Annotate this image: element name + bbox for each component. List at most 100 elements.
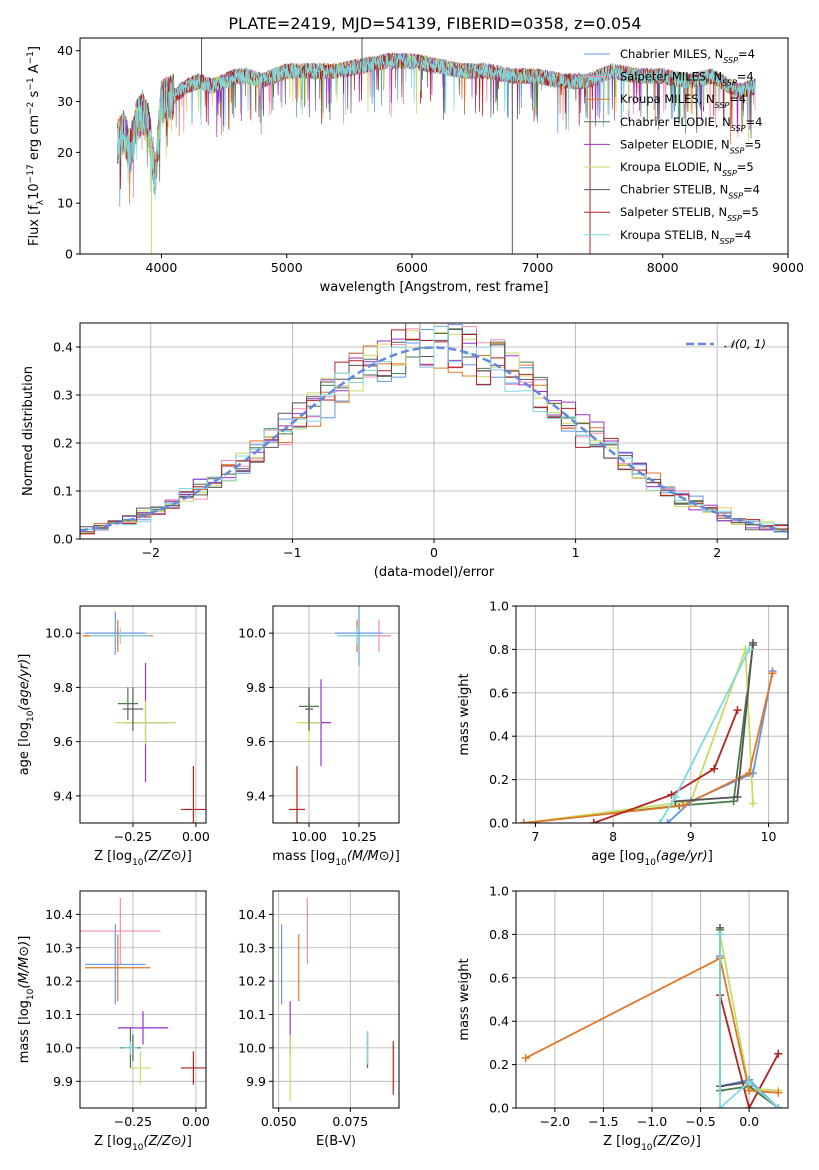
y-tick-label: 10.4 — [45, 907, 73, 922]
y-tick-label: 10.1 — [238, 1007, 266, 1022]
y-tick-label: 9.9 — [246, 1074, 266, 1089]
x-tick-label: 10.00 — [291, 829, 327, 844]
panel-mass-vs-EBV: 0.050 0.075 9.9 10.0 10.1 10.2 10.3 10.4 E(B-V) — [238, 890, 400, 1149]
panel-weight-vs-Z: −2.0 −1.5 −1.0 −0.5 0.0 0.0 0.2 0.4 0.6 0.8 1.0 Z [… — [457, 884, 789, 1153]
y-tick-label: 10.3 — [238, 940, 266, 955]
weight-series — [719, 934, 779, 1108]
legend-label: Salpeter MILES, NSSP=4 — [620, 70, 754, 88]
x-tick-label: −2 — [142, 545, 160, 560]
x-tick-label: 8000 — [647, 260, 679, 275]
y-tick-label: 9.6 — [53, 734, 73, 749]
plot-frame — [79, 37, 789, 255]
x-tick-label: 1 — [572, 545, 580, 560]
y-axis-label: Flux [fλ10−17 erg cm−2 s−1 A−1] — [26, 46, 46, 246]
weight-series — [525, 956, 779, 1094]
y-tick-label: 10 — [57, 196, 73, 211]
plot-body — [80, 323, 788, 539]
y-tick-label: 0.6 — [489, 970, 509, 985]
weight-series — [523, 649, 754, 823]
x-tick-label: 7000 — [521, 260, 553, 275]
panel-age-vs-Z: −0.25 0.00 9.4 9.6 9.8 10.0 Z [log10(Z/Z⊙)] age… — [17, 605, 210, 868]
x-tick-label: −1.5 — [588, 1114, 618, 1129]
y-tick-label: 10.3 — [45, 940, 73, 955]
x-axis-label: mass [log10(M/M⊙)] — [272, 849, 400, 868]
y-axis-label: Normed distribution — [21, 366, 36, 496]
y-tick-label: 1.0 — [489, 599, 509, 614]
weight-marker — [774, 1104, 783, 1108]
y-tick-label: 0.8 — [489, 927, 509, 942]
plot-body — [117, 38, 756, 254]
weight-marker — [671, 792, 680, 801]
weight-marker — [733, 706, 742, 715]
plot-frame — [272, 605, 400, 824]
x-tick-label: 4000 — [146, 260, 178, 275]
weight-marker — [774, 1049, 783, 1058]
weight-marker — [768, 669, 777, 678]
plot-area — [80, 606, 206, 823]
legend-label: Chabrier MILES, NSSP=4 — [620, 47, 755, 65]
x-axis-label: Z [log10(Z/Z⊙)] — [94, 1134, 192, 1153]
x-tick-label: −0.25 — [114, 829, 152, 844]
plot-frame — [79, 890, 207, 1109]
plot-body — [516, 606, 788, 823]
y-tick-label: 9.8 — [53, 680, 73, 695]
weight-marker — [710, 764, 719, 773]
y-tick-label: 20 — [57, 145, 73, 160]
y-tick-label: 0.6 — [489, 685, 509, 700]
y-tick-label: 1.0 — [489, 884, 509, 899]
x-tick-label: 2 — [713, 545, 721, 560]
weight-series — [593, 709, 739, 823]
plot-frame — [272, 890, 400, 1109]
x-tick-label: 7 — [531, 829, 539, 844]
weight-marker — [745, 645, 754, 654]
plot-body — [80, 606, 206, 823]
y-tick-label: 10.0 — [238, 1040, 266, 1055]
weight-marker — [663, 819, 672, 823]
plot-area — [273, 606, 399, 823]
plot-frame — [79, 605, 207, 824]
x-axis-label: age [log10(age/yr)] — [591, 849, 713, 868]
y-tick-label: 30 — [57, 94, 73, 109]
x-tick-label: 0.075 — [332, 1114, 368, 1129]
legend-label: Kroupa STELIB, NSSP=4 — [620, 228, 751, 246]
plot-area — [516, 606, 788, 823]
y-tick-label: 9.4 — [246, 788, 266, 803]
plot-layer: 4000 5000 6000 7000 8000 9000010203040wavelen… — [17, 37, 804, 1153]
x-axis-label: wavelength [Angstrom, rest frame] — [320, 280, 549, 295]
plot-area — [80, 891, 206, 1108]
weight-marker — [745, 769, 754, 778]
y-tick-label: 0.8 — [489, 642, 509, 657]
x-tick-label: 0.050 — [261, 1114, 297, 1129]
x-tick-label: −2.0 — [540, 1114, 570, 1129]
plot-body — [516, 891, 788, 1108]
y-tick-label: 0.4 — [53, 340, 73, 355]
weight-marker — [745, 1086, 754, 1095]
legend-label: Chabrier ELODIE, NSSP=4 — [620, 115, 762, 133]
x-tick-label: 0.0 — [739, 1114, 759, 1129]
weight-marker — [749, 638, 758, 647]
x-tick-label: 5000 — [271, 260, 303, 275]
x-tick-label: −0.5 — [685, 1114, 715, 1129]
y-tick-label: 0 — [65, 247, 73, 262]
y-tick-label: 10.0 — [238, 626, 266, 641]
legend-label: Salpeter STELIB, NSSP=5 — [620, 205, 759, 223]
panel-weight-vs-age: 7 8 9 10 0.0 0.2 0.4 0.6 0.8 1.0 age [log10(age/yr… — [457, 599, 789, 868]
spectrum-line — [117, 52, 756, 199]
plot-body — [273, 891, 399, 1108]
x-tick-label: 9 — [687, 829, 695, 844]
plot-frame — [515, 605, 789, 824]
plot-body — [80, 891, 206, 1108]
y-tick-label: 0.4 — [489, 1014, 509, 1029]
panel-residuals: −2 −1 0 1 2 0.0 0.1 0.2 0.3 0.4 (data-model)/error… — [21, 322, 789, 580]
y-tick-label: 0.4 — [489, 729, 509, 744]
legend-label: Chabrier STELIB, NSSP=4 — [620, 183, 760, 201]
weight-marker — [716, 930, 724, 939]
weight-marker — [745, 1077, 754, 1086]
y-tick-label: 10.2 — [238, 974, 266, 989]
weight-marker — [679, 801, 688, 810]
y-tick-label: 10.1 — [45, 1007, 73, 1022]
y-tick-label: 0.3 — [53, 388, 73, 403]
figure-title: PLATE=2419, MJD=54139, FIBERID=0358, z=0… — [228, 14, 641, 33]
x-tick-label: −1.0 — [637, 1114, 667, 1129]
